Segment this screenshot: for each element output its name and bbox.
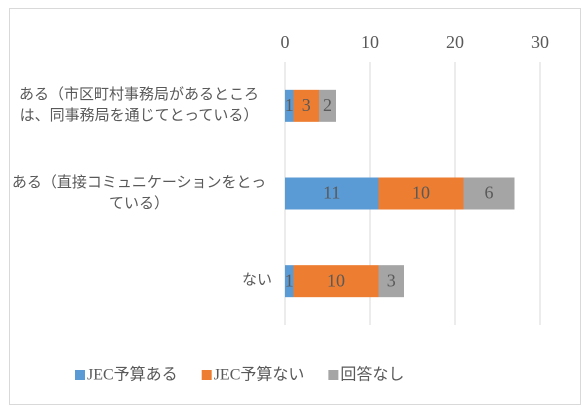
- data-label: 3: [302, 95, 311, 115]
- x-tick-label: 0: [281, 32, 290, 52]
- y-tick-label: ない: [241, 272, 272, 289]
- legend-swatch: [75, 370, 85, 380]
- bar: [378, 177, 464, 210]
- y-tick-label: ある（直接コミュニケーションをとっている）: [11, 174, 267, 212]
- bar: [285, 177, 379, 210]
- legend-swatch: [328, 370, 339, 380]
- data-label: 11: [323, 183, 340, 203]
- x-tick-label: 10: [361, 32, 379, 52]
- data-label: 10: [327, 270, 345, 290]
- x-tick-label: 30: [531, 32, 549, 52]
- legend-label: JEC予算ない: [214, 365, 305, 384]
- bar: [293, 89, 319, 122]
- data-label: 6: [485, 183, 494, 203]
- bar: [378, 265, 404, 298]
- legend-label: JEC予算ある: [87, 365, 178, 384]
- data-label: 10: [412, 183, 430, 203]
- y-tick-label: ある（市区町村事務局があるところは、同事務局を通じてとっている）: [18, 86, 259, 124]
- data-label: 1: [285, 95, 294, 115]
- legend-swatch: [201, 370, 212, 380]
- bar: [285, 89, 294, 122]
- data-label: 3: [387, 270, 396, 290]
- bar: [285, 265, 294, 298]
- bar: [319, 89, 336, 122]
- data-label: 2: [323, 95, 332, 115]
- bar: [293, 265, 379, 298]
- bar: [463, 177, 515, 210]
- data-label: 1: [285, 270, 294, 290]
- x-tick-label: 20: [446, 32, 464, 52]
- legend-label: 回答なし: [340, 366, 404, 384]
